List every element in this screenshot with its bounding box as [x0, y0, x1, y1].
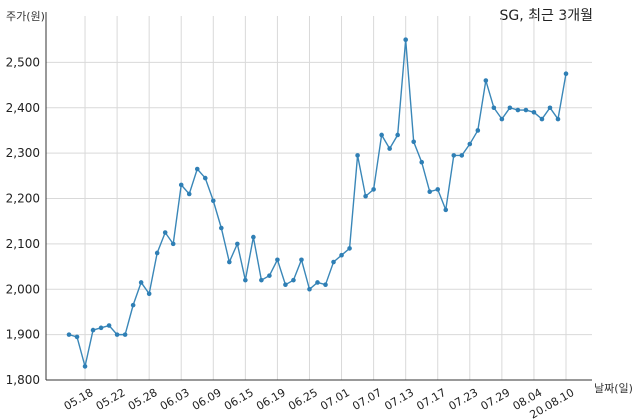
x-tick-label: 07.17 [414, 386, 448, 413]
data-point [371, 187, 376, 192]
data-point [82, 364, 88, 369]
price-series [66, 37, 569, 369]
data-point [427, 189, 433, 194]
y-axis-label: 주가(원) [6, 10, 45, 23]
x-tick-labels: 05.1805.2205.2806.0306.0906.1506.1906.25… [62, 386, 577, 419]
data-point [547, 105, 553, 111]
data-point [162, 230, 168, 235]
data-point [499, 116, 505, 122]
y-tick-label: 2,100 [6, 237, 40, 251]
x-tick-label: 07.13 [382, 386, 416, 413]
data-point [387, 146, 392, 151]
y-tick-labels: 1,800 1,900 2,000 2,100 2,200 2,300 2,400 2,500 [6, 55, 40, 387]
y-tick-label: 2,500 [6, 55, 40, 69]
data-point [467, 141, 473, 147]
x-tick-label: 06.19 [254, 386, 288, 413]
y-tick-label: 2,200 [6, 192, 40, 206]
y-tick-label: 2,300 [6, 146, 40, 160]
y-tick-label: 2,400 [6, 101, 40, 115]
data-point [515, 107, 521, 113]
data-point [170, 241, 176, 247]
data-point [275, 257, 280, 263]
data-point [443, 207, 449, 213]
data-point [435, 187, 441, 192]
x-tick-label: 05.22 [94, 386, 128, 413]
data-point [243, 277, 248, 283]
data-point [90, 327, 96, 333]
data-point [347, 246, 352, 251]
data-point [555, 116, 561, 122]
data-point [411, 139, 416, 145]
data-point [202, 175, 208, 181]
chart-title: SG, 최근 3개월 [499, 8, 593, 24]
data-point [114, 332, 120, 337]
data-point [563, 71, 569, 77]
data-point [146, 291, 152, 297]
data-point [323, 282, 328, 288]
x-tick-label: 07.23 [446, 386, 480, 413]
data-point [194, 166, 200, 172]
data-point [122, 332, 128, 337]
data-point [531, 109, 537, 115]
series-line [68, 39, 567, 367]
data-point [491, 105, 497, 111]
data-point [483, 78, 489, 83]
x-tick-label: 06.25 [286, 386, 320, 413]
data-point [475, 128, 481, 133]
y-tick-label: 2,000 [6, 282, 40, 296]
data-point [186, 191, 192, 197]
grid [46, 16, 592, 381]
x-tick-label: 06.15 [222, 386, 256, 413]
data-point [227, 259, 232, 265]
data-point [315, 280, 320, 285]
data-point [259, 277, 264, 283]
data-point [235, 241, 240, 247]
x-tick-label: 07.01 [318, 386, 352, 413]
x-tick-label: 07.07 [350, 386, 384, 413]
data-point [523, 107, 529, 113]
data-point [355, 153, 360, 158]
data-point [395, 132, 400, 138]
data-point [507, 105, 513, 111]
x-tick-label: 06.03 [158, 386, 192, 413]
x-tick-label: 07.29 [479, 386, 513, 413]
data-point [539, 116, 545, 122]
x-axis-label: 날짜(일) [594, 381, 633, 395]
data-point [403, 37, 408, 42]
data-point [98, 325, 104, 331]
data-point [283, 282, 288, 288]
data-point [74, 334, 80, 340]
data-point [178, 182, 184, 188]
x-tick-label: 06.09 [190, 386, 224, 413]
x-tick-label: 05.28 [126, 386, 160, 413]
data-point [66, 332, 72, 337]
data-point [419, 159, 425, 165]
data-point [307, 286, 312, 292]
data-point [379, 132, 384, 138]
data-point [363, 193, 368, 199]
data-point [339, 252, 344, 258]
data-point [106, 323, 112, 328]
data-point [154, 250, 160, 256]
data-point [219, 225, 224, 231]
axes [45, 12, 592, 381]
data-point [291, 277, 296, 283]
y-tick-label: 1,800 [6, 373, 40, 387]
data-point [251, 234, 256, 240]
data-point [299, 257, 304, 263]
data-point [267, 273, 272, 278]
x-tick-label: 05.18 [62, 386, 96, 413]
y-tick-label: 1,900 [6, 328, 40, 342]
data-point [451, 153, 457, 158]
data-point [331, 259, 336, 265]
data-point [210, 198, 216, 204]
data-point [138, 280, 144, 285]
data-point [459, 153, 465, 158]
data-point [130, 302, 136, 308]
